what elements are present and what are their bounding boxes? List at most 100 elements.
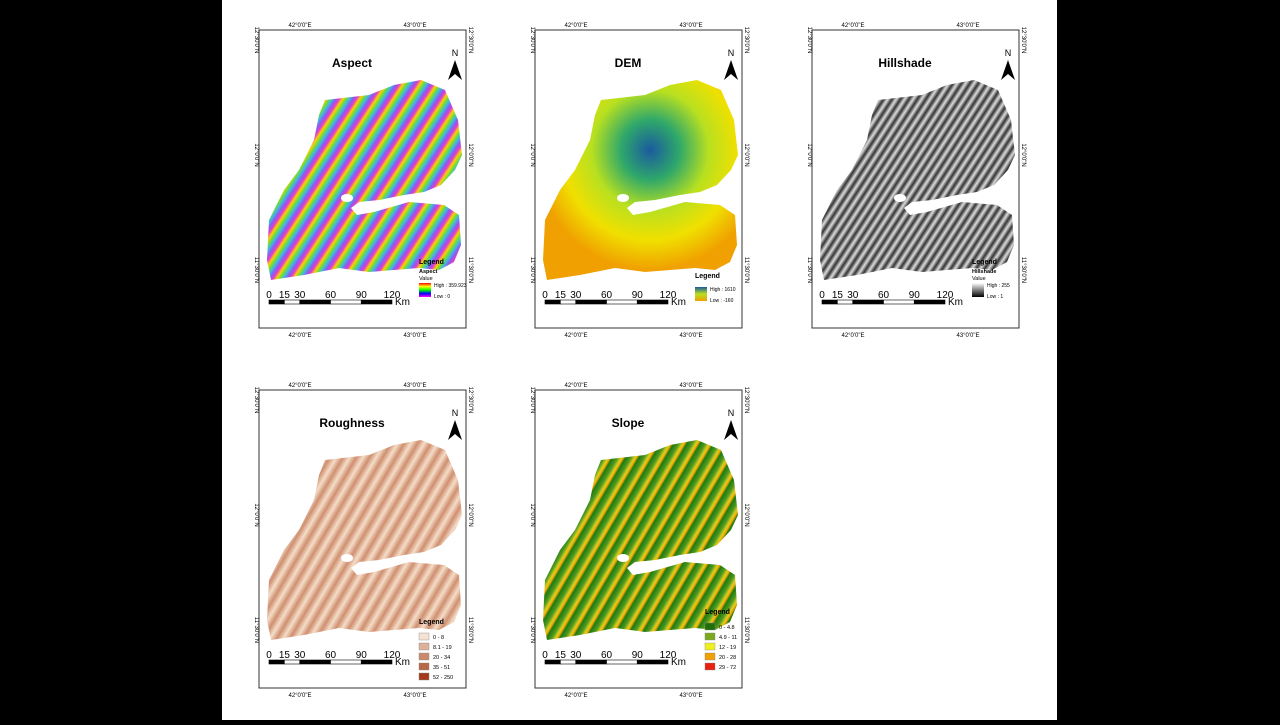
scale-label: 60 (878, 290, 890, 301)
map-panel: Aspect N 42°0'0"E 42°0'0"E 43°0'0"E 43°0'0"E 1… (253, 23, 473, 339)
scale-label: 60 (601, 290, 613, 301)
scale-label: 120 (384, 650, 401, 661)
map-title: Roughness (319, 416, 385, 430)
longitude-label: 43°0'0"E (403, 383, 426, 389)
legend-low: Low : -160 (710, 298, 734, 304)
legend-title: Legend (419, 259, 444, 266)
latitude-label: 12°0'0"N (253, 143, 259, 166)
longitude-label: 42°0'0"E (564, 23, 587, 29)
legend-layer: Hillshade (972, 269, 996, 275)
latitude-label: 12°0'0"N (806, 143, 812, 166)
scale-label: 0 (542, 650, 548, 661)
legend-swatch (704, 622, 716, 631)
latitude-label: 11°30'0"N (529, 617, 535, 643)
legend-high: High : 255 (987, 283, 1010, 289)
legend-class: 4.9 - 11 (719, 635, 737, 641)
legend-layer: Aspect (419, 269, 438, 275)
scale-label: 15 (555, 290, 567, 301)
legend-swatch (418, 632, 430, 641)
latitude-label: 12°0'0"N (467, 143, 473, 166)
scale-label: 30 (570, 290, 582, 301)
latitude-label: 12°30'0"N (253, 387, 259, 414)
legend-field: Value (972, 276, 986, 282)
legend-class: 0 - 4.8 (719, 625, 735, 631)
legend-swatch (418, 672, 430, 681)
longitude-label: 42°0'0"E (564, 383, 587, 389)
latitude-label: 12°30'0"N (743, 387, 749, 414)
longitude-label: 43°0'0"E (403, 693, 426, 699)
longitude-label: 42°0'0"E (841, 23, 864, 29)
scale-label: 120 (660, 650, 677, 661)
scale-label: 120 (660, 290, 677, 301)
north-label: N (728, 48, 735, 58)
legend-swatch (418, 652, 430, 661)
longitude-label: 43°0'0"E (403, 333, 426, 339)
scale-unit: Km (395, 297, 410, 308)
scale-label: 15 (279, 290, 291, 301)
scale-label: 0 (266, 650, 272, 661)
latitude-label: 12°30'0"N (806, 27, 812, 54)
map-title: Aspect (332, 56, 372, 70)
north-label: N (452, 48, 459, 58)
latitude-label: 12°0'0"N (1020, 143, 1026, 166)
longitude-label: 43°0'0"E (679, 333, 702, 339)
latitude-label: 12°30'0"N (743, 27, 749, 54)
map-panel: DEM N 42°0'0"E 42°0'0"E 43°0'0"E 43°0'0"E 12°3… (529, 23, 749, 339)
scale-unit: Km (948, 297, 963, 308)
scale-unit: Km (671, 297, 686, 308)
north-label: N (1005, 48, 1012, 58)
lake (341, 194, 353, 202)
longitude-label: 43°0'0"E (956, 23, 979, 29)
latitude-label: 11°30'0"N (1020, 257, 1026, 283)
scale-label: 120 (937, 290, 954, 301)
legend-swatch (704, 642, 716, 651)
legend-low: Low : 1 (987, 294, 1003, 300)
longitude-label: 42°0'0"E (288, 333, 311, 339)
latitude-label: 12°0'0"N (743, 503, 749, 526)
scale-label: 15 (832, 290, 844, 301)
north-label: N (452, 408, 459, 418)
legend-class: 0 - 8 (433, 635, 444, 641)
latitude-label: 11°30'0"N (806, 257, 812, 283)
north-arrow (724, 420, 738, 440)
latitude-label: 11°30'0"N (529, 257, 535, 283)
scale-label: 90 (356, 290, 368, 301)
latitude-label: 11°30'0"N (467, 617, 473, 643)
legend-class: 35 - 51 (433, 665, 450, 671)
map-title: DEM (615, 56, 642, 70)
scale-label: 90 (909, 290, 921, 301)
legend-title: Legend (705, 609, 730, 616)
legend-swatch (704, 652, 716, 661)
longitude-label: 42°0'0"E (564, 333, 587, 339)
longitude-label: 43°0'0"E (679, 23, 702, 29)
scale-label: 90 (632, 290, 644, 301)
latitude-label: 12°30'0"N (1020, 27, 1026, 54)
legend-class: 20 - 28 (719, 655, 736, 661)
lake (617, 554, 629, 562)
lake (341, 554, 353, 562)
north-label: N (728, 408, 735, 418)
north-arrow (448, 60, 462, 80)
legend-ramp (419, 283, 431, 297)
latitude-label: 11°30'0"N (253, 257, 259, 283)
latitude-label: 12°0'0"N (743, 143, 749, 166)
north-arrow (724, 60, 738, 80)
scale-label: 0 (819, 290, 825, 301)
latitude-label: 12°0'0"N (529, 503, 535, 526)
legend-high: High : 359.923 (434, 283, 467, 289)
legend-class: 8.1 - 19 (433, 645, 452, 651)
scale-label: 15 (279, 650, 291, 661)
latitude-label: 11°30'0"N (467, 257, 473, 283)
north-arrow (448, 420, 462, 440)
north-arrow (1001, 60, 1015, 80)
lake (617, 194, 629, 202)
country-shape (820, 80, 1015, 280)
longitude-label: 42°0'0"E (841, 333, 864, 339)
latitude-label: 12°30'0"N (529, 27, 535, 54)
scale-unit: Km (671, 657, 686, 668)
legend-ramp (695, 287, 707, 301)
latitude-label: 12°0'0"N (467, 503, 473, 526)
longitude-label: 43°0'0"E (679, 693, 702, 699)
scale-label: 0 (542, 290, 548, 301)
scale-segment (360, 659, 393, 665)
